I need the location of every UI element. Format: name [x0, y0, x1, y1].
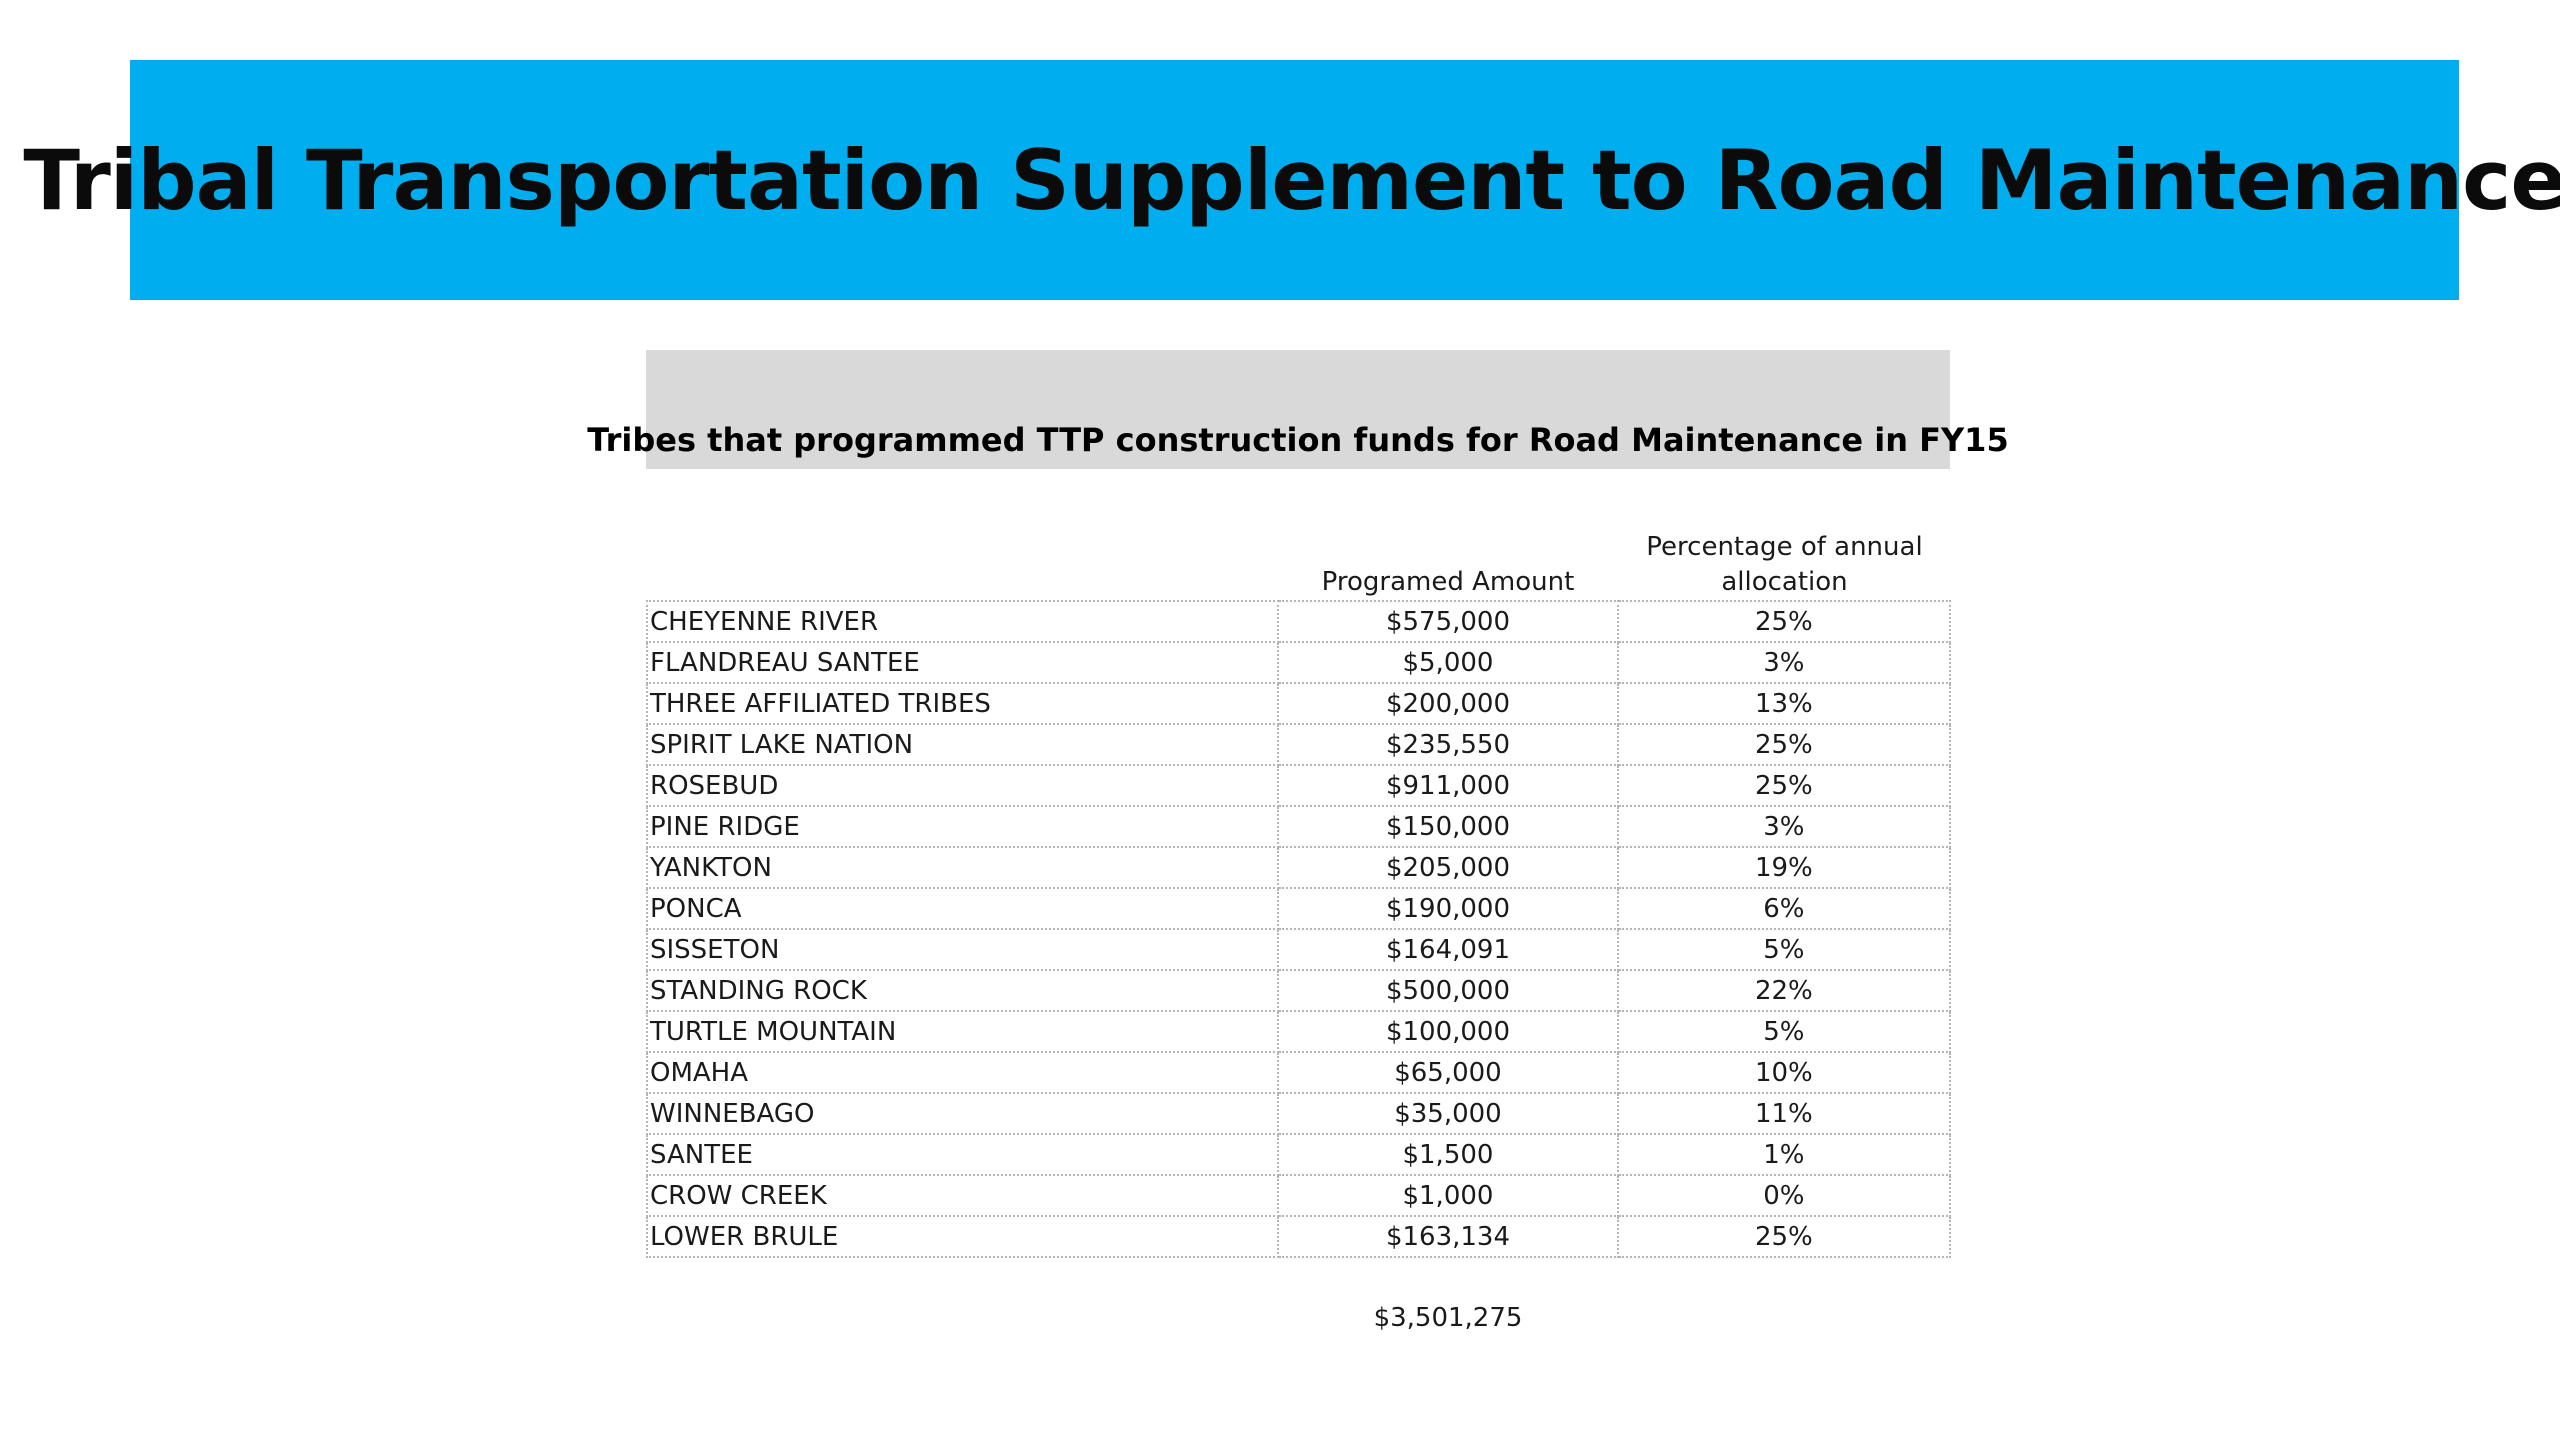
- programmed-amount: $575,000: [1277, 600, 1619, 643]
- allocation-percentage: 10%: [1616, 1051, 1952, 1094]
- table-row: SISSETON $164,091 5%: [645, 928, 1952, 971]
- table-caption: Tribes that programmed TTP construction …: [587, 421, 2009, 459]
- programmed-amount: $150,000: [1277, 805, 1619, 848]
- allocation-percentage: 11%: [1616, 1092, 1952, 1135]
- table-row: ROSEBUD $911,000 25%: [645, 764, 1952, 807]
- programmed-amount: $235,550: [1277, 723, 1619, 766]
- tribe-name: WINNEBAGO: [645, 1092, 1280, 1135]
- tribe-name: THREE AFFILIATED TRIBES: [645, 682, 1280, 725]
- allocation-percentage: 1%: [1616, 1133, 1952, 1176]
- programmed-amount: $500,000: [1277, 969, 1619, 1012]
- allocation-percentage: 22%: [1616, 969, 1952, 1012]
- tribe-name: TURTLE MOUNTAIN: [645, 1010, 1280, 1053]
- programmed-amount: $65,000: [1277, 1051, 1619, 1094]
- table-row: LOWER BRULE $163,134 25%: [645, 1215, 1952, 1258]
- column-header-percentage: Percentage of annual allocation: [1646, 532, 1923, 597]
- table-row: CROW CREEK $1,000 0%: [645, 1174, 1952, 1217]
- tribe-name: PINE RIDGE: [645, 805, 1280, 848]
- tribe-name: SANTEE: [645, 1133, 1280, 1176]
- table-row: CHEYENNE RIVER $575,000 25%: [645, 600, 1952, 643]
- tribe-name: CROW CREEK: [645, 1174, 1280, 1217]
- table-row: TURTLE MOUNTAIN $100,000 5%: [645, 1010, 1952, 1053]
- tribe-name: SPIRIT LAKE NATION: [645, 723, 1280, 766]
- table-caption-bar: Tribes that programmed TTP construction …: [587, 350, 2009, 469]
- table-row: THREE AFFILIATED TRIBES $200,000 13%: [645, 682, 1952, 725]
- tribe-name: OMAHA: [645, 1051, 1280, 1094]
- allocation-percentage: 0%: [1616, 1174, 1952, 1217]
- table-row: SANTEE $1,500 1%: [645, 1133, 1952, 1176]
- slide-title: Tribal Transportation Supplement to Road…: [23, 131, 2560, 229]
- programmed-amount: $205,000: [1277, 846, 1619, 889]
- allocation-percentage: 25%: [1616, 764, 1952, 807]
- programmed-amount: $1,000: [1277, 1174, 1619, 1217]
- programmed-amount: $200,000: [1277, 682, 1619, 725]
- total-amount: $3,501,275: [1373, 1303, 1523, 1333]
- table-row: SPIRIT LAKE NATION $235,550 25%: [645, 723, 1952, 766]
- programmed-amount: $35,000: [1277, 1092, 1619, 1135]
- table-row: PONCA $190,000 6%: [645, 887, 1952, 930]
- programmed-amount: $5,000: [1277, 641, 1619, 684]
- allocation-percentage: 3%: [1616, 641, 1952, 684]
- table-row: STANDING ROCK $500,000 22%: [645, 969, 1952, 1012]
- programmed-amount: $1,500: [1277, 1133, 1619, 1176]
- allocation-percentage: 6%: [1616, 887, 1952, 930]
- programmed-amount: $911,000: [1277, 764, 1619, 807]
- allocation-percentage: 25%: [1616, 1215, 1952, 1258]
- tribe-name: CHEYENNE RIVER: [645, 600, 1280, 643]
- table-row: FLANDREAU SANTEE $5,000 3%: [645, 641, 1952, 684]
- tribe-name: YANKTON: [645, 846, 1280, 889]
- programmed-amount: $100,000: [1277, 1010, 1619, 1053]
- tribe-name: SISSETON: [645, 928, 1280, 971]
- allocation-percentage: 25%: [1616, 600, 1952, 643]
- tribe-name: STANDING ROCK: [645, 969, 1280, 1012]
- tribe-name: PONCA: [645, 887, 1280, 930]
- table-row: YANKTON $205,000 19%: [645, 846, 1952, 889]
- allocation-percentage: 5%: [1616, 928, 1952, 971]
- programmed-amount: $163,134: [1277, 1215, 1619, 1258]
- title-banner: Tribal Transportation Supplement to Road…: [23, 60, 2560, 300]
- allocation-percentage: 3%: [1616, 805, 1952, 848]
- programmed-amount: $190,000: [1277, 887, 1619, 930]
- tribes-table: CHEYENNE RIVER $575,000 25% FLANDREAU SA…: [645, 600, 1952, 1258]
- allocation-percentage: 19%: [1616, 846, 1952, 889]
- allocation-percentage: 13%: [1616, 682, 1952, 725]
- allocation-percentage: 5%: [1616, 1010, 1952, 1053]
- table-row: PINE RIDGE $150,000 3%: [645, 805, 1952, 848]
- table-row: WINNEBAGO $35,000 11%: [645, 1092, 1952, 1135]
- programmed-amount: $164,091: [1277, 928, 1619, 971]
- tribe-name: FLANDREAU SANTEE: [645, 641, 1280, 684]
- table-row: OMAHA $65,000 10%: [645, 1051, 1952, 1094]
- tribe-name: ROSEBUD: [645, 764, 1280, 807]
- tribe-name: LOWER BRULE: [645, 1215, 1280, 1258]
- column-header-amount: Programed Amount: [1321, 567, 1575, 597]
- allocation-percentage: 25%: [1616, 723, 1952, 766]
